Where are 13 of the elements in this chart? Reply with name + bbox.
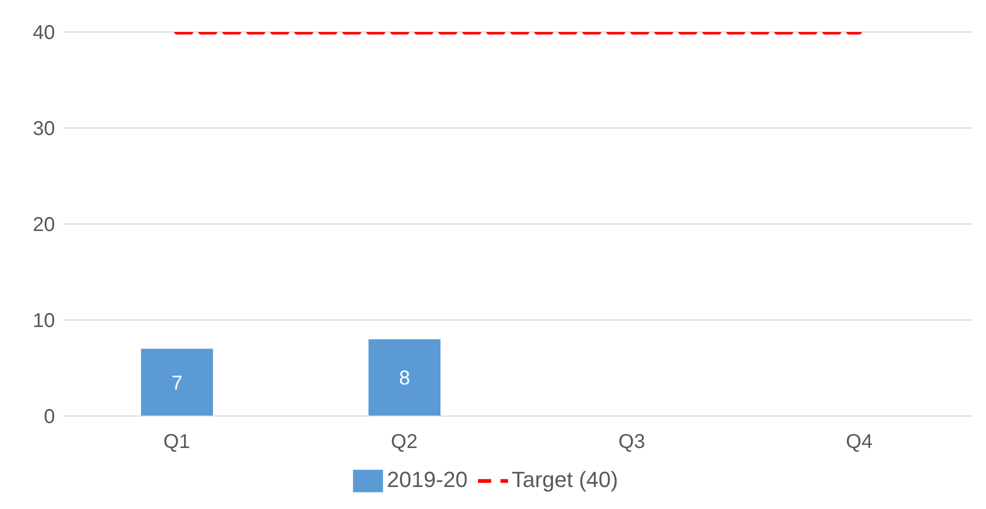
y-tick-label: 10 bbox=[32, 310, 55, 332]
x-tick-label: Q1 bbox=[163, 431, 190, 454]
legend-label: Target (40) bbox=[512, 466, 618, 492]
y-tick-label: 20 bbox=[32, 214, 55, 236]
y-tick-label: 40 bbox=[32, 22, 55, 44]
y-tick-label: 0 bbox=[44, 406, 55, 428]
legend-label: 2019-20 bbox=[386, 466, 468, 492]
data-label: 8 bbox=[398, 368, 410, 390]
x-tick-label: Q2 bbox=[390, 431, 418, 454]
x-tick-label: Q3 bbox=[618, 431, 646, 454]
y-tick-label: 30 bbox=[32, 118, 55, 140]
data-label: 7 bbox=[171, 372, 183, 394]
x-tick-label: Q4 bbox=[846, 431, 873, 454]
